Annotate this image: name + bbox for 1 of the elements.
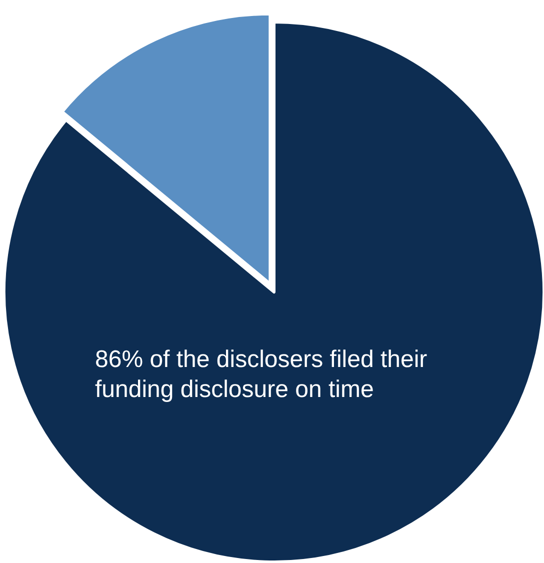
text: 86% of the disclosers filed their funding disclosure on time bbox=[95, 346, 428, 403]
